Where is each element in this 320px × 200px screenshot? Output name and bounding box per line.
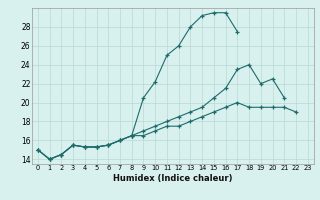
X-axis label: Humidex (Indice chaleur): Humidex (Indice chaleur) xyxy=(113,174,233,183)
